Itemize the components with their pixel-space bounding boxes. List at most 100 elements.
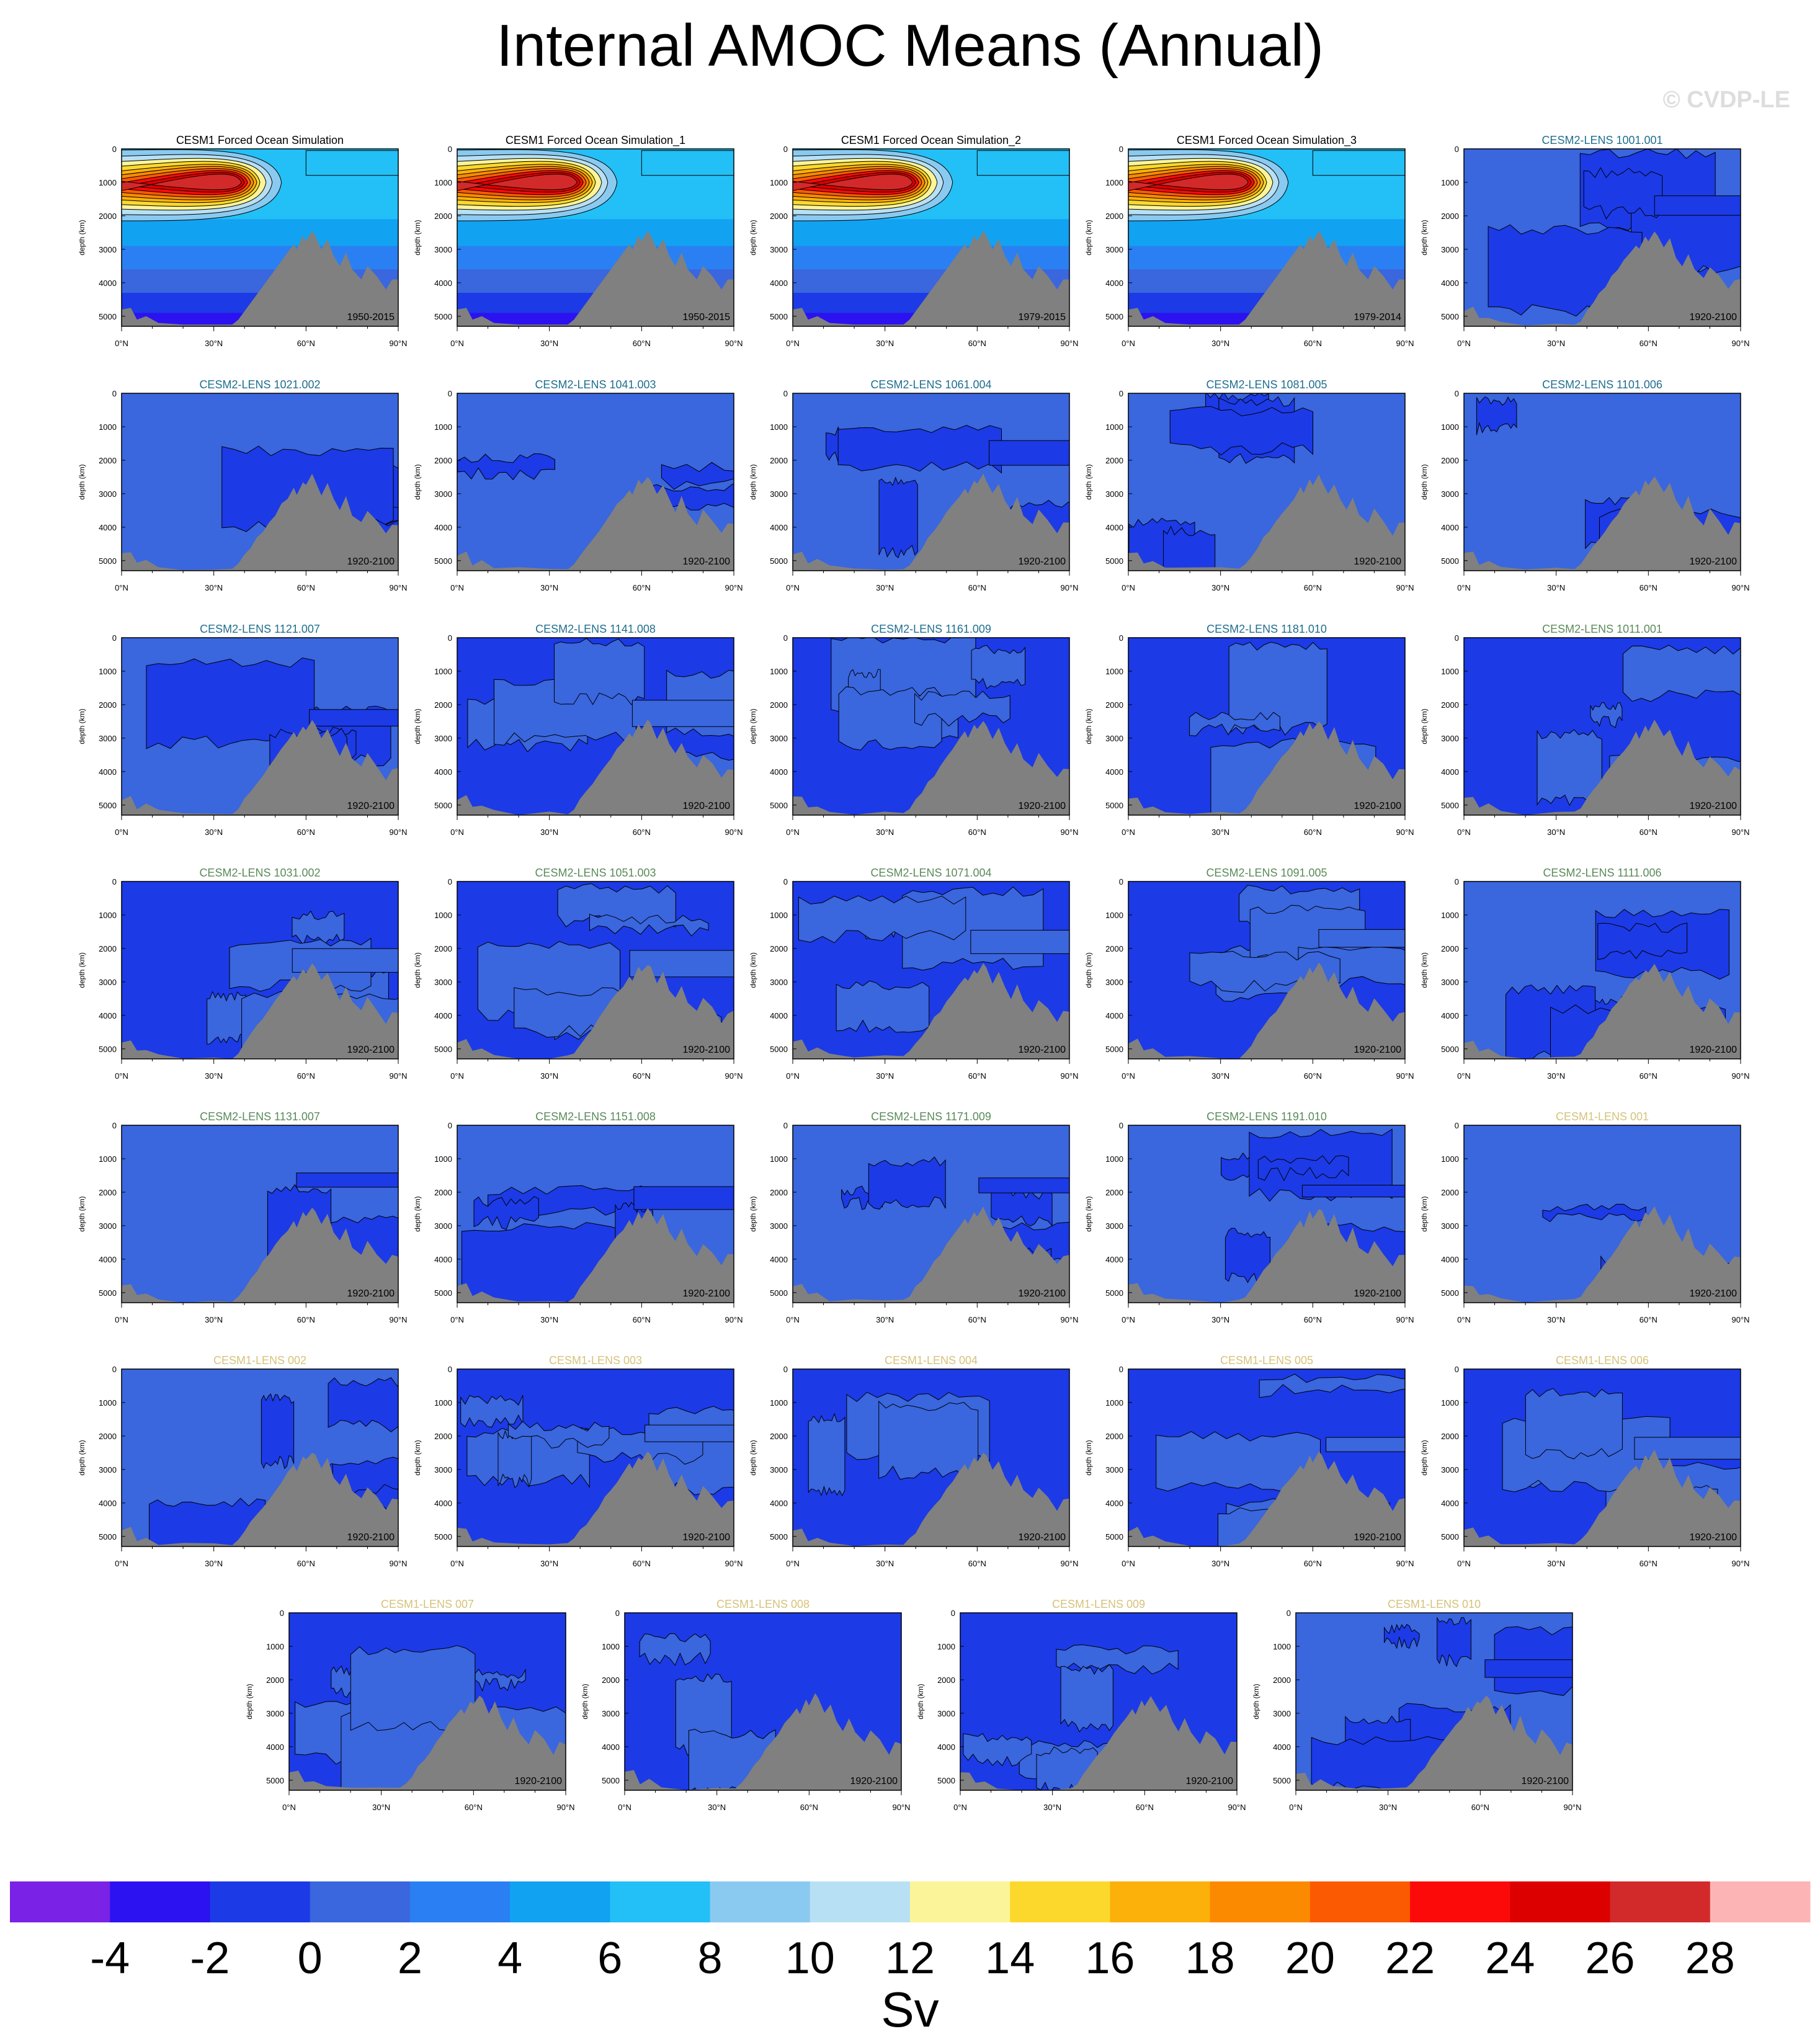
period-label: 1920-2100 [1354,801,1401,811]
panel-title: CESM1-LENS 009 [1052,1598,1145,1610]
panel-title: CESM2-LENS 1031.002 [199,867,320,879]
colorbar-swatch [1710,1881,1811,1922]
y-axis-label: depth (km) [1420,708,1429,744]
colorbar-swatch [110,1881,210,1922]
y-tick-label: 4000 [434,767,452,777]
y-tick-label: 3000 [1105,489,1123,499]
x-tick-label: 0°N [618,1803,631,1812]
period-label: 1920-2100 [1689,1288,1737,1299]
y-tick-label: 4000 [770,523,788,532]
x-tick-label: 0°N [115,339,128,348]
y-tick-label: 3000 [937,1709,955,1718]
y-tick-label: 5000 [266,1776,284,1785]
y-tick-label: 4000 [602,1742,620,1752]
colorbar-swatch [1110,1881,1211,1922]
panel: CESM1-LENS 005 1920-2100 0 1000 2000 3000 4000… [1084,1354,1414,1568]
y-axis-label: depth (km) [1420,952,1429,988]
y-axis-label: depth (km) [78,464,86,499]
panel-field [1464,881,1741,1059]
panel-title: CESM2-LENS 1181.010 [1207,623,1327,635]
y-tick-label: 4000 [1441,279,1459,288]
x-tick-label: 90°N [556,1803,574,1812]
y-tick-label: 5000 [1441,1288,1459,1298]
panel: CESM1 Forced Ocean Simulation_2 1979-2015… [749,134,1079,348]
y-axis-label: depth (km) [749,464,757,499]
bathymetry [793,231,1069,326]
x-tick-label: 0°N [1457,583,1471,592]
panel-field [457,1125,734,1303]
bathymetry [457,965,734,1059]
x-tick-label: 60°N [1304,583,1322,592]
panel-field [793,1125,1069,1303]
y-axis-label: depth (km) [413,1196,422,1231]
panel: CESM1-LENS 008 1920-2100 0 1000 2000 3000 4000… [581,1598,911,1812]
x-tick-label: 0°N [115,1071,128,1081]
period-label: 1920-2100 [1018,1532,1066,1543]
anomaly-patch [475,1668,526,1692]
y-tick-label: 5000 [434,801,452,810]
y-tick-label: 0 [783,1365,788,1374]
y-tick-label: 4000 [1105,1255,1123,1264]
y-axis-label: depth (km) [1084,1440,1093,1475]
panel-title: CESM2-LENS 1091.005 [1206,867,1327,879]
panel-frame [457,637,734,816]
panel-frame [457,1125,734,1303]
y-tick-label: 3000 [1441,245,1459,254]
x-tick-label: 30°N [540,828,558,837]
x-tick-label: 90°N [1731,1315,1749,1324]
colorbar-swatch [10,1881,110,1922]
y-tick-label: 3000 [99,978,117,987]
y-axis-label: depth (km) [245,1684,254,1719]
panel: CESM2-LENS 1091.005 1920-2100 0 1000 2000 300… [1084,867,1414,1081]
y-tick-label: 2000 [266,1675,284,1685]
y-tick-label: 0 [112,389,117,398]
x-tick-label: 30°N [1211,583,1229,592]
panel-title: CESM2-LENS 1141.008 [535,623,656,635]
y-tick-label: 4000 [434,1011,452,1020]
bathymetry [1128,962,1405,1059]
x-tick-label: 60°N [1304,1559,1322,1568]
y-tick-label: 2000 [99,700,117,710]
panel-frame [1463,393,1741,571]
x-tick-label: 90°N [725,1559,743,1568]
panel-field [1464,1369,1741,1546]
y-tick-label: 2000 [770,456,788,465]
panel: CESM2-LENS 1011.001 1920-2100 0 1000 2000 300… [1420,623,1750,837]
x-tick-label: 90°N [1060,339,1078,348]
colorbar-swatch [810,1881,911,1922]
x-tick-label: 90°N [389,339,407,348]
x-tick-label: 0°N [786,1071,800,1081]
y-tick-label: 3000 [99,245,117,254]
x-tick-label: 0°N [115,583,128,592]
y-tick-label: 0 [1119,877,1123,886]
period-label: 1920-2100 [682,1532,730,1543]
anomaly-patch [554,638,645,705]
y-tick-label: 1000 [1105,911,1123,920]
x-tick-label: 0°N [450,1559,464,1568]
panel-title: CESM1-LENS 001 [1556,1110,1649,1123]
colorbar-tick-label: 16 [1085,1934,1135,1983]
y-tick-label: 1000 [937,1642,955,1651]
panel: CESM2-LENS 1131.007 1920-2100 0 1000 2000 300… [78,1110,408,1324]
panel-frame [1128,148,1406,327]
y-tick-label: 3000 [602,1709,620,1718]
colorbar-swatch [310,1881,411,1922]
bathymetry [793,1206,1069,1303]
anomaly-patch [1056,1644,1179,1675]
y-tick-label: 2000 [1105,1432,1123,1441]
x-tick-label: 90°N [1396,828,1414,837]
panel-frame [1463,1368,1741,1547]
panel-field [1128,1125,1405,1303]
x-tick-label: 0°N [1457,1559,1471,1568]
bathymetry [1464,963,1741,1059]
y-tick-label: 3000 [770,734,788,743]
y-tick-label: 2000 [434,1188,452,1197]
y-tick-label: 2000 [770,1432,788,1441]
y-tick-label: 4000 [770,767,788,777]
y-tick-label: 3000 [1105,245,1123,254]
y-tick-label: 1000 [1105,422,1123,432]
panel-frame [792,1368,1070,1547]
y-tick-label: 3000 [770,245,788,254]
y-tick-label: 1000 [770,178,788,187]
panel: CESM1-LENS 009 1920-2100 0 1000 2000 3000 4000… [916,1598,1246,1812]
